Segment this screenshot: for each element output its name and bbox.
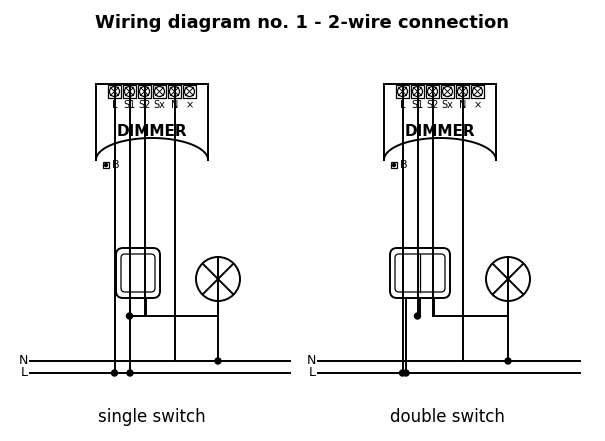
Text: N: N — [19, 355, 28, 367]
Text: S1: S1 — [123, 100, 136, 110]
Text: S2: S2 — [427, 100, 439, 110]
Bar — [103, 162, 109, 168]
Bar — [441, 85, 454, 98]
Circle shape — [126, 313, 132, 319]
Circle shape — [414, 313, 420, 319]
Bar — [426, 85, 439, 98]
Text: B: B — [112, 160, 120, 170]
Text: DIMMER: DIMMER — [405, 123, 476, 138]
Bar — [391, 162, 397, 168]
Text: L: L — [309, 366, 316, 380]
Circle shape — [127, 370, 133, 376]
Text: DIMMER: DIMMER — [117, 123, 188, 138]
Text: S2: S2 — [139, 100, 151, 110]
Text: L: L — [112, 100, 117, 110]
Circle shape — [393, 164, 396, 167]
Text: N: N — [171, 100, 178, 110]
Circle shape — [215, 358, 221, 364]
Circle shape — [111, 370, 117, 376]
Text: B: B — [400, 160, 408, 170]
Text: S1: S1 — [411, 100, 424, 110]
Text: N: N — [459, 100, 466, 110]
Circle shape — [505, 358, 511, 364]
Bar — [411, 85, 424, 98]
Bar — [138, 85, 151, 98]
Bar — [183, 85, 196, 98]
Text: L: L — [400, 100, 405, 110]
Text: ×: × — [186, 100, 194, 110]
Text: Wiring diagram no. 1 - 2-wire connection: Wiring diagram no. 1 - 2-wire connection — [95, 14, 509, 32]
Bar — [471, 85, 484, 98]
Bar — [456, 85, 469, 98]
Circle shape — [105, 164, 108, 167]
Circle shape — [403, 370, 409, 376]
Bar — [123, 85, 136, 98]
Bar — [396, 85, 409, 98]
Circle shape — [399, 370, 405, 376]
Text: double switch: double switch — [390, 408, 505, 426]
Text: Sx: Sx — [442, 100, 453, 110]
Bar — [153, 85, 166, 98]
Text: Sx: Sx — [154, 100, 165, 110]
Text: N: N — [307, 355, 316, 367]
Bar — [108, 85, 121, 98]
Text: single switch: single switch — [98, 408, 206, 426]
Text: ×: × — [474, 100, 482, 110]
Text: L: L — [21, 366, 28, 380]
Bar — [168, 85, 181, 98]
